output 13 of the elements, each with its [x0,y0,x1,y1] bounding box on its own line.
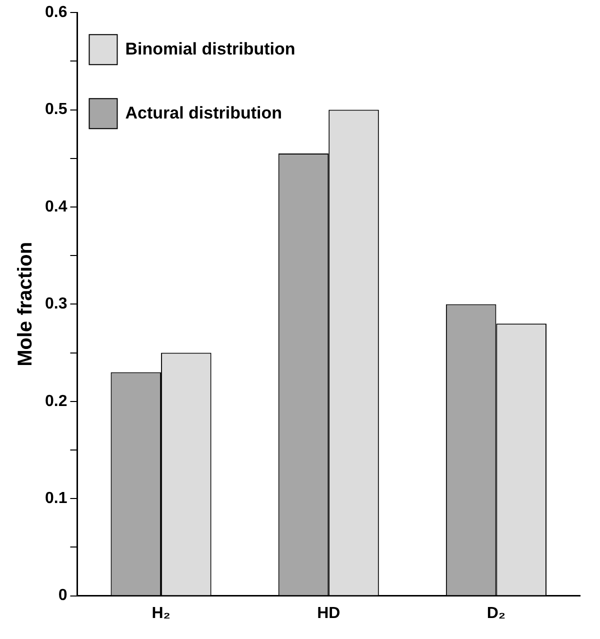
y-tick-label: 0 [58,587,68,604]
x-tick-label: H₂ [152,604,170,622]
y-tick-label: 0.6 [44,4,68,22]
y-tick-label: 0.4 [44,198,68,216]
y-axis-title: Mole fraction [14,242,37,366]
y-tick-label: 0.2 [44,392,68,410]
y-tick-label: 0.3 [44,296,68,313]
y-tick-label: 0.5 [44,101,68,118]
x-tick-label: D₂ [486,604,506,622]
y-tick-label: 0.1 [44,490,68,508]
legend-label: Binomial distribution [125,39,296,58]
legend-label: Actural distribution [125,103,282,122]
x-tick-label: HD [317,604,340,622]
